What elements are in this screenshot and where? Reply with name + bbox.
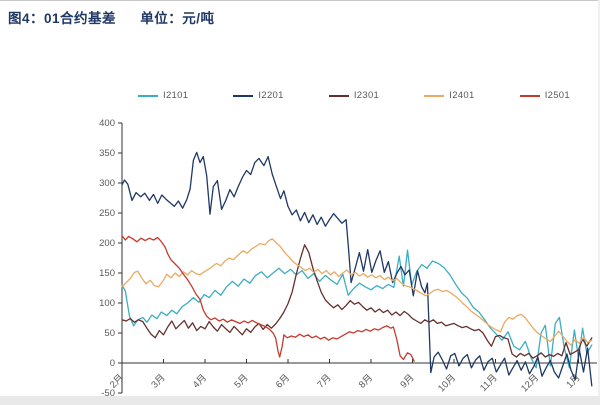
legend-label: I2201: [258, 90, 284, 101]
y-tick-label: 50: [104, 328, 115, 339]
legend-item-i2301: I2301: [328, 90, 380, 101]
legend-label: I2401: [449, 90, 475, 101]
y-tick-label: 350: [99, 148, 115, 159]
chart-legend: I2101 I2201 I2301 I2401 I2501: [138, 90, 570, 101]
x-tick-label: 11月: [478, 372, 499, 393]
series-line-i2401: [121, 238, 593, 346]
x-tick-label: 7月: [315, 372, 333, 390]
x-tick-label: 6月: [274, 372, 292, 390]
y-tick-label: -50: [101, 388, 115, 399]
legend-label: I2101: [163, 90, 189, 101]
legend-swatch-i2501: [519, 94, 540, 97]
series-line-i2301: [121, 244, 593, 359]
top-divider: [0, 0, 600, 1]
legend-swatch-i2301: [328, 94, 349, 97]
x-tick-label: 3月: [149, 372, 167, 390]
series-line-i2101: [121, 249, 593, 369]
y-tick-label: 250: [99, 208, 115, 219]
legend-label: I2301: [353, 90, 380, 101]
legend-item-i2501: I2501: [519, 90, 570, 101]
y-tick-label: 100: [99, 298, 115, 309]
x-tick-label: 4月: [191, 372, 209, 390]
x-tick-label: 5月: [232, 372, 250, 390]
legend-swatch-i2101: [138, 94, 158, 97]
x-tick-label: 12月: [519, 372, 541, 394]
x-tick-label: 9月: [398, 372, 416, 390]
y-tick-label: 200: [99, 238, 115, 249]
legend-swatch-i2401: [424, 94, 445, 97]
legend-item-i2101: I2101: [138, 90, 188, 101]
series-line-i2501: [121, 235, 415, 362]
series-line-i2201: [121, 151, 593, 387]
legend-item-i2401: I2401: [424, 90, 474, 101]
legend-label: I2501: [544, 90, 570, 101]
y-tick-label: 300: [99, 178, 115, 189]
y-tick-label: 0: [110, 358, 115, 369]
legend-item-i2201: I2201: [233, 90, 283, 101]
unit-label: 单位：元/吨: [140, 11, 215, 26]
y-tick-label: 400: [99, 118, 115, 129]
x-tick-label: 10月: [436, 372, 458, 394]
legend-swatch-i2201: [233, 94, 254, 97]
right-divider: [598, 0, 600, 405]
figure-header: 图4：01合约基差 单位：元/吨: [8, 7, 215, 27]
bottom-strip: [0, 396, 600, 405]
x-tick-label: 8月: [357, 372, 375, 390]
figure-title: 图4：01合约基差: [8, 11, 117, 26]
y-tick-label: 150: [99, 268, 115, 279]
